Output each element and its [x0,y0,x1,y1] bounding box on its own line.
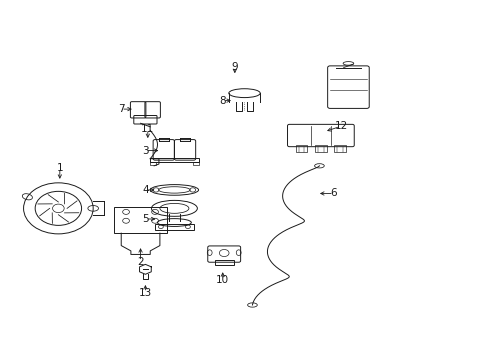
Text: 9: 9 [231,62,238,72]
Bar [334,145,346,152]
Text: 7: 7 [118,104,124,114]
Bar [295,145,307,152]
Text: 13: 13 [139,288,152,298]
Text: 5: 5 [142,214,148,224]
Text: 3: 3 [142,145,148,156]
Text: 2: 2 [137,257,143,266]
Text: 8: 8 [219,96,225,105]
Bar [314,145,326,152]
Bar [155,224,193,230]
Text: 6: 6 [330,189,337,198]
Text: 11: 11 [141,124,154,134]
Bar [150,158,198,162]
Bar [214,260,233,265]
Bar [192,162,198,165]
Text: 1: 1 [57,163,63,173]
Bar [114,207,167,233]
Text: 10: 10 [216,275,229,285]
Text: 12: 12 [334,121,347,131]
Bar [150,162,156,165]
Text: 4: 4 [142,185,148,195]
